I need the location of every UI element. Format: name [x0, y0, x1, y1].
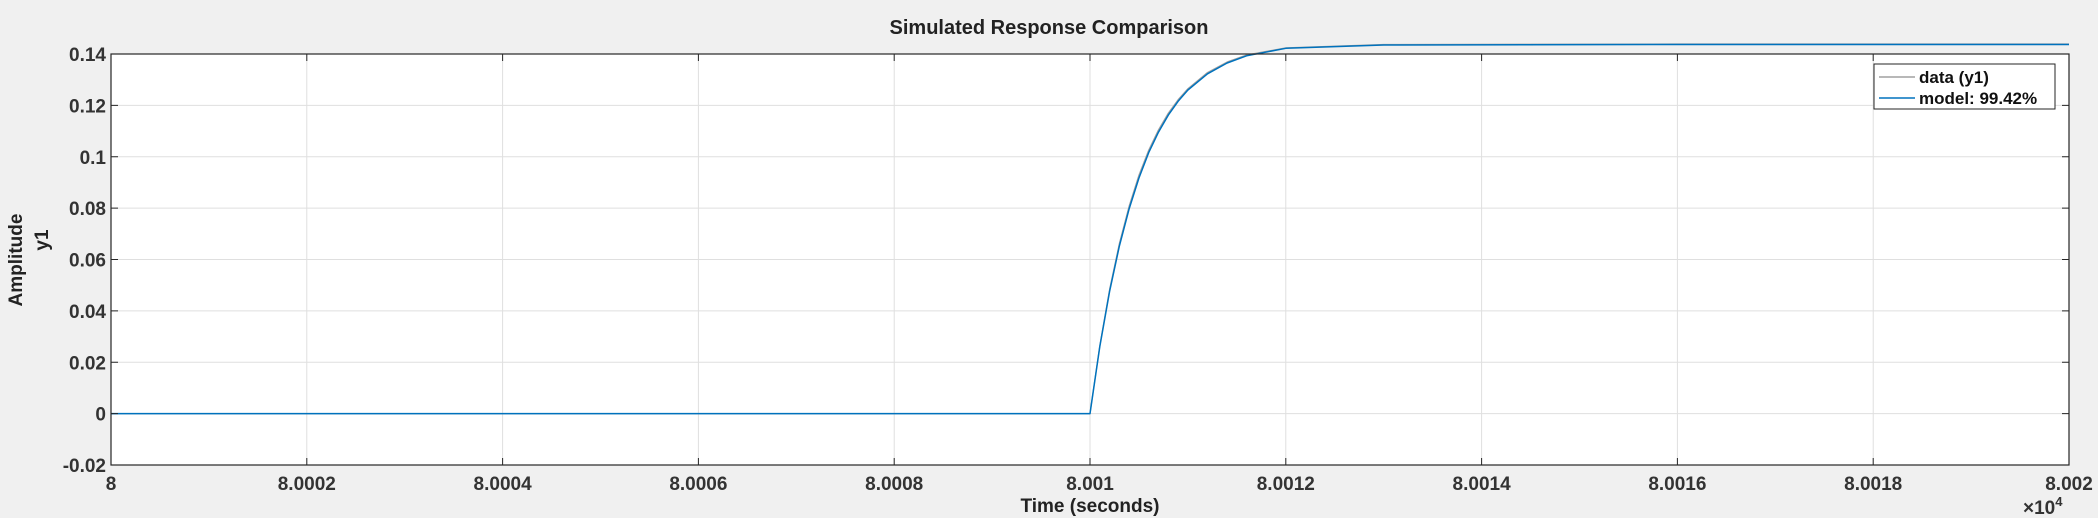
y-tick-label: 0.08 — [69, 199, 106, 220]
x-axis-label: Time (seconds) — [1020, 496, 1159, 517]
y-axis-sublabel: y1 — [32, 229, 53, 251]
x-tick-label: 8.0008 — [865, 474, 923, 495]
x-tick-label: 8.0002 — [278, 474, 336, 495]
y-tick-label: 0.12 — [69, 96, 106, 117]
ticks: 8 8.0002 8.0004 8.0006 8.0008 8.001 8.0012 8.00… — [63, 45, 2093, 495]
x-tick-label: 8.0014 — [1453, 474, 1512, 495]
y-tick-label: 0.06 — [69, 251, 106, 272]
y-tick-label: 0.14 — [69, 45, 106, 66]
x-tick-label: 8.0004 — [474, 474, 533, 495]
x-tick-label: 8.0012 — [1257, 474, 1315, 495]
x-tick-label: 8.0016 — [1648, 474, 1706, 495]
y-tick-label: 0 — [95, 405, 106, 426]
x-axis-multiplier-base: ×10 — [2023, 498, 2055, 518]
legend-entry-data: data (y1) — [1919, 68, 1989, 87]
x-axis-multiplier-exponent: 4 — [2055, 494, 2063, 509]
x-tick-label: 8 — [106, 474, 117, 495]
chart-title: Simulated Response Comparison — [890, 17, 1209, 39]
series-layer — [111, 43, 2069, 415]
x-axis-multiplier: ×104 — [2023, 494, 2063, 518]
y-tick-label: 0.02 — [69, 353, 106, 374]
series-line-model — [111, 43, 2069, 415]
x-tick-label: 8.0018 — [1844, 474, 1902, 495]
x-tick-label: 8.002 — [2045, 474, 2093, 495]
y-tick-label: 0.04 — [69, 302, 106, 323]
legend-entry-model: model: 99.42% — [1919, 89, 2037, 108]
y-tick-label: -0.02 — [63, 456, 106, 477]
y-axis-label: Amplitude — [6, 214, 27, 307]
x-tick-label: 8.0006 — [669, 474, 727, 495]
y-tick-label: 0.1 — [80, 148, 107, 169]
legend[interactable]: data (y1) model: 99.42% — [1873, 63, 2056, 110]
legend-box — [1873, 63, 2056, 110]
x-tick-label: 8.001 — [1066, 474, 1114, 495]
